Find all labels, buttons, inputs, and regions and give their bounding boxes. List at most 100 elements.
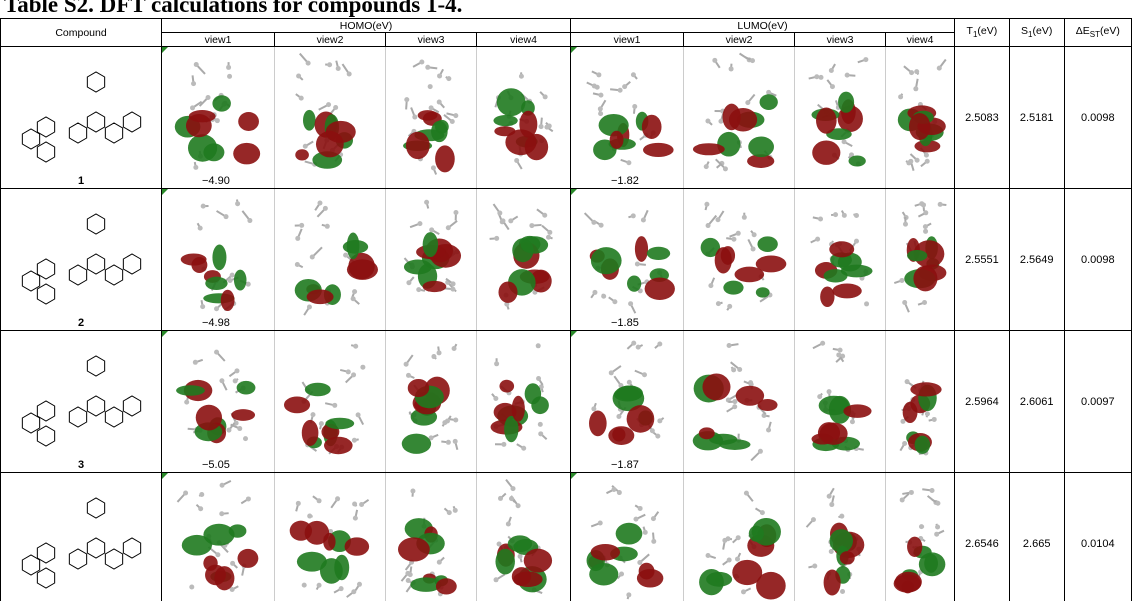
view-cell — [886, 189, 955, 331]
s1-value: 2.665 — [1009, 473, 1064, 601]
view-cell — [684, 47, 795, 189]
homo-energy: −4.98 — [202, 317, 230, 329]
view-cell — [795, 473, 886, 601]
dest-value: 0.0104 — [1064, 473, 1131, 601]
t1-value: 2.5551 — [955, 189, 1010, 331]
compound-number: 1 — [1, 175, 161, 187]
view-cell — [386, 47, 477, 189]
orbital-image — [275, 473, 385, 601]
dest-header: ΔEST(eV) — [1064, 19, 1131, 47]
view-cell: −4.90 — [162, 47, 275, 189]
view-cell — [275, 47, 386, 189]
orbital-image — [386, 331, 476, 472]
s1-header: S1(eV) — [1009, 19, 1064, 47]
orbital-image — [275, 189, 385, 330]
orbital-image — [275, 47, 385, 188]
view-cell: −4.98 — [162, 189, 275, 331]
orbital-image — [795, 47, 885, 188]
homo-energy: −4.90 — [202, 175, 230, 187]
page: Table S2. DFT calculations for compounds… — [0, 0, 1132, 601]
view-cell — [795, 47, 886, 189]
corner-mark — [162, 47, 168, 53]
view-cell — [275, 189, 386, 331]
view-header: view4 — [886, 33, 955, 47]
view-header: view2 — [275, 33, 386, 47]
orbital-image — [477, 331, 570, 472]
view-cell — [886, 47, 955, 189]
view-header: view3 — [386, 33, 477, 47]
corner-mark — [571, 473, 577, 479]
corner-mark — [571, 189, 577, 195]
view-cell — [275, 473, 386, 601]
t1-value: 2.5083 — [955, 47, 1010, 189]
dest-value: 0.0098 — [1064, 47, 1131, 189]
lumo-header: LUMO(eV) — [571, 19, 955, 33]
view-cell — [275, 331, 386, 473]
corner-mark — [162, 331, 168, 337]
view-cell — [386, 473, 477, 601]
view-header: view4 — [477, 33, 571, 47]
orbital-image — [162, 473, 274, 601]
view-cell: −1.88 — [571, 473, 684, 601]
corner-mark — [162, 189, 168, 195]
structure-drawing — [1, 473, 161, 601]
compound-header: Compound — [1, 19, 162, 47]
view-cell — [386, 331, 477, 473]
orbital-image — [886, 189, 954, 330]
header-main: S — [1021, 25, 1028, 37]
compound-cell: 1 — [1, 47, 162, 189]
view-cell — [684, 189, 795, 331]
orbital-image — [684, 189, 794, 330]
structure-drawing — [1, 331, 161, 472]
orbital-image — [886, 331, 954, 472]
compound-cell: 2 — [1, 189, 162, 331]
corner-mark — [571, 331, 577, 337]
orbital-image — [477, 473, 570, 601]
orbital-image — [386, 473, 476, 601]
header-unit: (eV) — [977, 25, 997, 37]
dest-value: 0.0097 — [1064, 331, 1131, 473]
corner-mark — [571, 47, 577, 53]
lumo-energy: −1.85 — [611, 317, 639, 329]
header-main: ΔE — [1076, 25, 1090, 37]
orbital-image — [275, 331, 385, 472]
view-cell — [477, 473, 571, 601]
view-cell — [477, 189, 571, 331]
view-cell: −1.87 — [571, 331, 684, 473]
header-sub: ST — [1090, 31, 1100, 40]
orbital-image — [571, 47, 683, 188]
view-cell: −1.85 — [571, 189, 684, 331]
view-cell — [684, 331, 795, 473]
homo-energy: −5.05 — [202, 459, 230, 471]
view-header: view1 — [162, 33, 275, 47]
lumo-energy: −1.82 — [611, 175, 639, 187]
s1-value: 2.5649 — [1009, 189, 1064, 331]
orbital-image — [886, 473, 954, 601]
view-cell: −5.05 — [162, 331, 275, 473]
t1-header: T1(eV) — [955, 19, 1010, 47]
table-title: Table S2. DFT calculations for compounds… — [4, 0, 462, 18]
view-cell: −5.08 — [162, 473, 275, 601]
orbital-image — [684, 473, 794, 601]
compound-number: 2 — [1, 317, 161, 329]
view-cell: −1.82 — [571, 47, 684, 189]
orbital-image — [386, 189, 476, 330]
orbital-image — [886, 47, 954, 188]
orbital-image — [571, 473, 683, 601]
view-cell — [684, 473, 795, 601]
compound-number: 3 — [1, 459, 161, 471]
orbital-image — [571, 189, 683, 330]
view-header: view2 — [684, 33, 795, 47]
compound-cell: 3 — [1, 331, 162, 473]
orbital-image — [795, 189, 885, 330]
s1-value: 2.5181 — [1009, 47, 1064, 189]
view-cell — [886, 473, 955, 601]
orbital-image — [684, 47, 794, 188]
s1-value: 2.6061 — [1009, 331, 1064, 473]
compound-cell: 4 — [1, 473, 162, 601]
header-unit: (eV) — [1032, 25, 1052, 37]
view-cell — [886, 331, 955, 473]
